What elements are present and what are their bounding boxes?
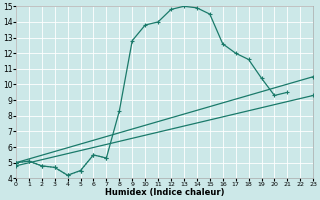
X-axis label: Humidex (Indice chaleur): Humidex (Indice chaleur): [105, 188, 224, 197]
